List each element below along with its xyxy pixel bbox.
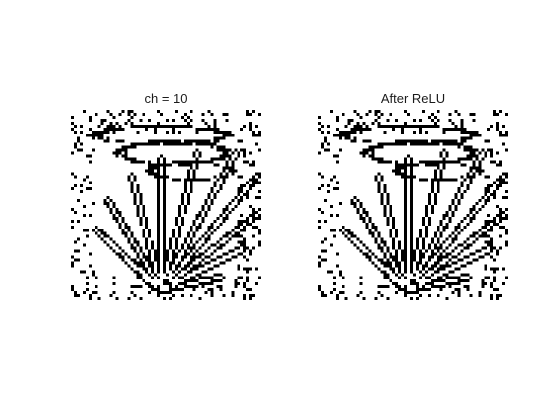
feature-map-image-after-relu: [318, 110, 508, 300]
feature-map-image-ch10: [71, 110, 261, 300]
feature-map-pixels: [71, 110, 261, 300]
panel-after-relu: After ReLU: [318, 90, 508, 300]
feature-map-pixels: [318, 110, 508, 300]
panel-ch10: ch = 10: [71, 90, 261, 300]
panel-title-ch10: ch = 10: [144, 91, 188, 106]
panel-title-after-relu: After ReLU: [380, 91, 446, 106]
